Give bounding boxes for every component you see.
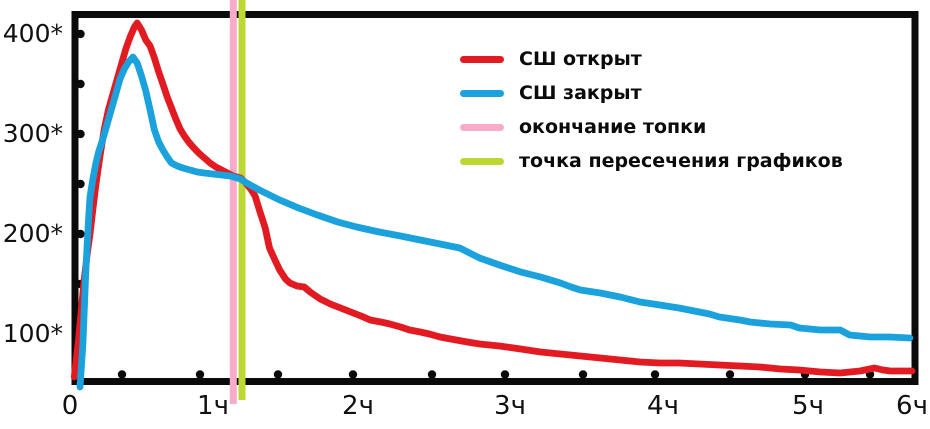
- x-axis-tick-dot: [578, 370, 588, 379]
- green-line-swatch-icon: [460, 157, 504, 165]
- x-axis-tick-dot: [725, 370, 735, 379]
- legend-item-okonchanie-topki: окончание топки: [460, 110, 843, 144]
- legend-item-ssh-zakryt: СШ закрыт: [460, 76, 843, 110]
- blue-line-swatch-icon: [460, 89, 504, 97]
- legend-item-ssh-otkryt: СШ открыт: [460, 42, 843, 76]
- vline-tochka-peresecheniya: [238, 0, 246, 400]
- x-tick-label: 2ч: [342, 391, 374, 421]
- y-axis-tick-dot: [76, 129, 85, 139]
- x-tick-label: 5ч: [792, 391, 824, 421]
- x-tick-label: 4ч: [647, 391, 679, 421]
- x-axis-tick-dot: [348, 370, 358, 379]
- x-axis-tick-dot: [117, 370, 127, 379]
- x-axis-tick-dot: [500, 370, 510, 379]
- x-axis-tick-dot: [273, 370, 283, 379]
- plot-frame: [71, 11, 919, 385]
- legend: СШ открыт СШ закрыт окончание топки точк…: [460, 42, 843, 178]
- y-tick-label: 300*: [2, 118, 63, 148]
- red-line-swatch-icon: [460, 55, 504, 63]
- legend-label: окончание топки: [519, 116, 707, 138]
- y-axis-tick-dot: [76, 29, 85, 39]
- x-tick-label: 0: [61, 391, 79, 421]
- x-axis-tick-dot: [427, 370, 437, 379]
- y-tick-label: 100*: [2, 318, 63, 348]
- legend-label: точка пересечения графиков: [519, 150, 843, 172]
- x-axis-tick-dot: [195, 370, 205, 379]
- x-tick-label: 1ч: [197, 391, 229, 421]
- legend-item-tochka-peresecheniya: точка пересечения графиков: [460, 144, 843, 178]
- x-axis-tick-dot: [650, 370, 660, 379]
- y-tick-label: 200*: [2, 218, 63, 248]
- series-line-ssh-otkryt: [70, 19, 916, 381]
- x-tick-label: 3ч: [494, 391, 526, 421]
- y-axis-tick-dot: [76, 179, 85, 189]
- vline-okonchanie-topki: [229, 0, 237, 404]
- y-tick-label: 400*: [2, 18, 63, 48]
- legend-label: СШ закрыт: [519, 82, 642, 104]
- pink-line-swatch-icon: [460, 123, 504, 131]
- y-axis-tick-dot: [76, 229, 85, 239]
- series-line-ssh-zakryt: [76, 53, 914, 391]
- legend-label: СШ открыт: [519, 48, 642, 70]
- x-tick-label: 6ч: [896, 391, 928, 421]
- y-axis-tick-dot: [76, 79, 85, 89]
